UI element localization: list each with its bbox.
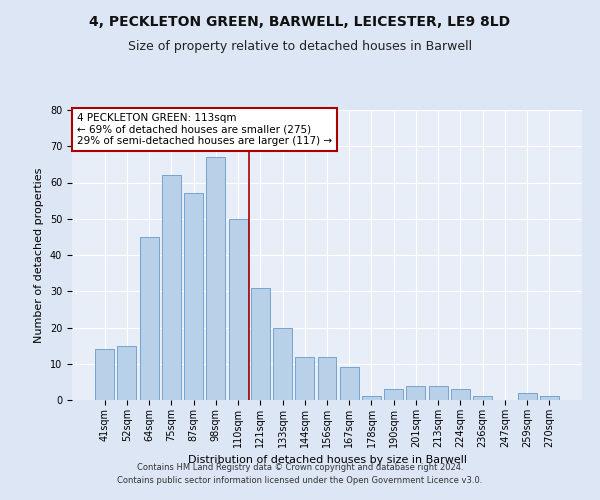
Text: Contains HM Land Registry data © Crown copyright and database right 2024.
Contai: Contains HM Land Registry data © Crown c… [118,464,482,485]
Bar [540,396,559,400]
Bar [340,368,359,400]
Text: 4, PECKLETON GREEN, BARWELL, LEICESTER, LE9 8LD: 4, PECKLETON GREEN, BARWELL, LEICESTER, … [89,15,511,29]
Bar [518,393,536,400]
Bar [317,356,337,400]
Bar [140,237,158,400]
Bar [206,157,225,400]
Bar [162,176,181,400]
Bar [429,386,448,400]
Bar [406,386,425,400]
Bar [451,389,470,400]
Bar [251,288,270,400]
Bar [118,346,136,400]
Bar [229,219,248,400]
Y-axis label: Number of detached properties: Number of detached properties [34,168,44,342]
Bar [384,389,403,400]
Bar [473,396,492,400]
Bar [184,194,203,400]
Text: 4 PECKLETON GREEN: 113sqm
← 69% of detached houses are smaller (275)
29% of semi: 4 PECKLETON GREEN: 113sqm ← 69% of detac… [77,113,332,146]
Bar [273,328,292,400]
Bar [295,356,314,400]
X-axis label: Distribution of detached houses by size in Barwell: Distribution of detached houses by size … [187,456,467,466]
Text: Size of property relative to detached houses in Barwell: Size of property relative to detached ho… [128,40,472,53]
Bar [362,396,381,400]
Bar [95,349,114,400]
